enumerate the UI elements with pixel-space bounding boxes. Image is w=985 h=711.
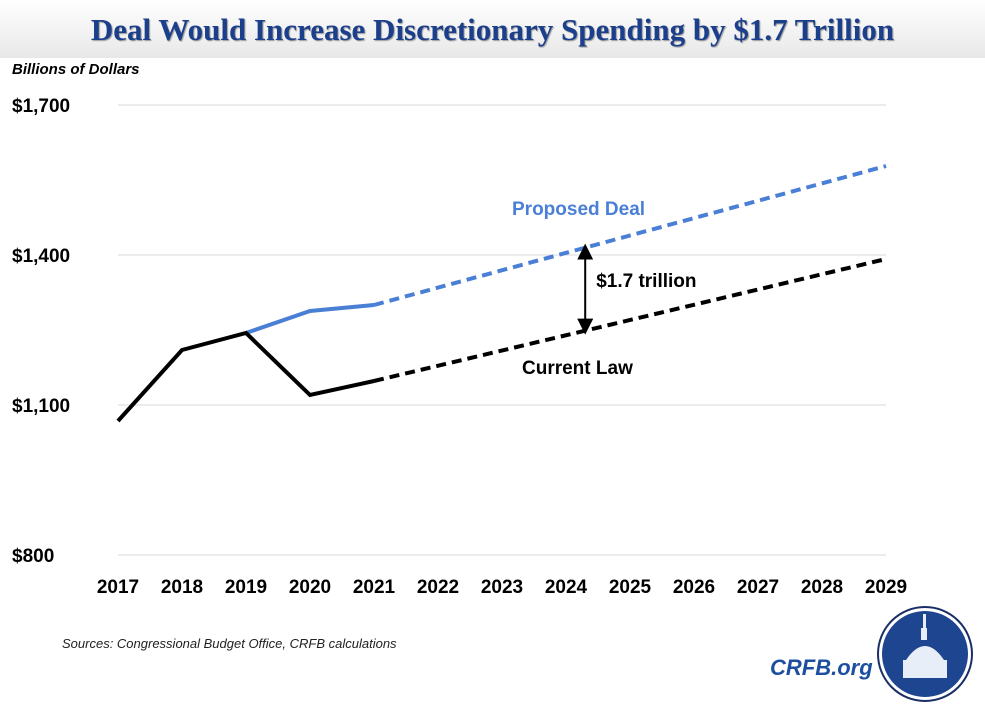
y-tick-label: $1,100	[12, 396, 70, 417]
y-tick-label: $1,400	[12, 246, 70, 267]
brand-link[interactable]: CRFB.org	[770, 655, 873, 680]
x-tick-label: 2019	[225, 577, 267, 598]
x-tick-label: 2020	[289, 577, 331, 598]
difference-annotation: $1.7 trillion	[596, 271, 696, 292]
current-law-actual-line	[116, 330, 375, 423]
title-bar	[0, 0, 985, 58]
x-tick-label: 2018	[161, 577, 203, 598]
chart-title: Deal Would Increase Discretionary Spendi…	[90, 12, 895, 47]
x-tick-label: 2023	[481, 577, 523, 598]
proposed-deal-label: Proposed Deal	[512, 199, 645, 220]
y-tick-label: $1,700	[12, 96, 70, 117]
x-tick-label: 2025	[609, 577, 652, 598]
y-axis-label: Billions of Dollars	[12, 61, 140, 78]
x-tick-label: 2024	[545, 577, 588, 598]
proposed-deal-projected-line	[373, 164, 887, 307]
x-tick-label: 2022	[417, 577, 459, 598]
x-tick-label: 2028	[801, 577, 843, 598]
current-law-projected-line	[373, 257, 887, 383]
proposed-deal-actual-line	[245, 303, 375, 335]
x-tick-label: 2027	[737, 577, 779, 598]
x-tick-label: 2021	[353, 577, 396, 598]
x-tick-label: 2026	[673, 577, 715, 598]
source-note: Sources: Congressional Budget Office, CR…	[62, 636, 397, 651]
x-tick-label: 2017	[97, 577, 139, 598]
y-tick-label: $800	[12, 546, 54, 567]
x-tick-label: 2029	[865, 577, 907, 598]
current-law-label: Current Law	[522, 358, 633, 379]
